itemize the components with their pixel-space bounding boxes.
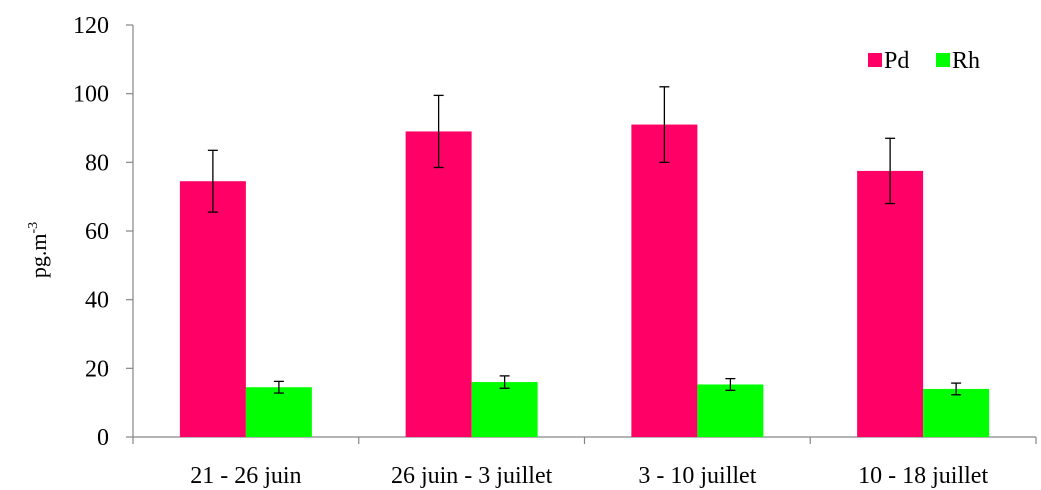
y-tick-label: 80 [85,150,109,176]
x-category-label: 21 - 26 juin [190,463,301,489]
legend-label-pd: Pd [884,48,909,74]
bar-pd [179,181,246,437]
x-category-label: 26 juin - 3 juillet [391,463,553,489]
bar-pd [405,131,472,437]
bar-rh [245,387,312,437]
legend-swatch-rh [936,53,950,67]
legend: Pd Rh [868,48,980,74]
y-tick-label: 40 [85,288,109,314]
x-category-label: 3 - 10 juillet [638,463,756,489]
error-bars [207,86,962,396]
y-tick-label: 100 [73,82,109,108]
legend-swatch-pd [868,53,882,67]
y-tick-label: 20 [85,356,109,382]
legend-label-rh: Rh [952,48,980,74]
bar-pd [631,124,698,438]
y-axis-title: pg.m-3 [26,222,51,278]
axes: 0 20 40 60 80 100 120 21 - 26 juin 26 juin - 3 j… [73,13,1037,489]
bar-rh [471,382,538,437]
y-tick-label: 120 [73,13,109,39]
bar-rh [697,384,764,437]
bar-rh [923,388,990,437]
y-tick-label: 0 [97,425,109,451]
y-axis-title-superscript: -3 [26,222,41,234]
x-category-label: 10 - 18 juillet [858,463,988,489]
bar-pd [857,170,924,437]
y-tick-label: 60 [85,219,109,245]
y-axis-title-text: pg.m [26,234,51,279]
bars [179,124,990,438]
